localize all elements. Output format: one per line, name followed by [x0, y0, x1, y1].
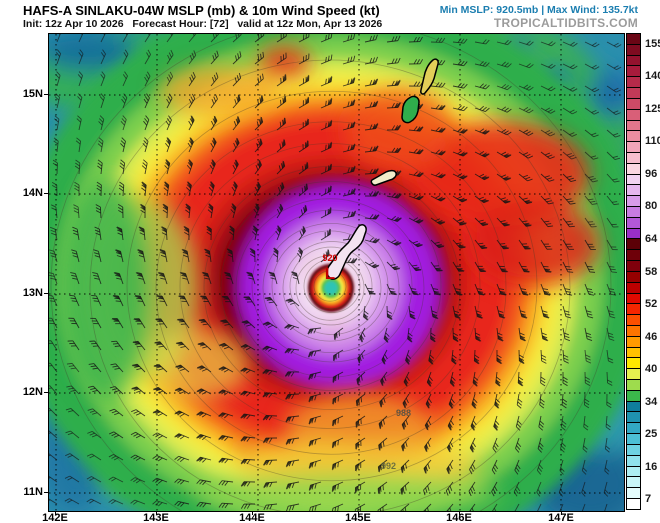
colorbar-cell	[627, 163, 640, 175]
colorbar-cell	[627, 174, 640, 186]
colorbar-tick-label: 7	[645, 493, 652, 506]
lon-tick-mark	[459, 511, 460, 515]
lon-tick-label: 146E	[446, 512, 472, 523]
colorbar-cell	[627, 466, 640, 478]
colorbar-cell	[627, 131, 640, 143]
colorbar-cell	[627, 196, 640, 207]
colorbar-cell	[627, 152, 640, 164]
isobar-label-988: 988	[396, 408, 411, 418]
colorbar-cell	[627, 325, 640, 337]
islands	[326, 58, 439, 280]
colorbar-cell	[627, 34, 640, 45]
colorbar-cell	[627, 109, 640, 121]
colorbar-tick-label: 16	[645, 460, 658, 473]
colorbar-cell	[627, 44, 640, 56]
lat-tick-label: 13N	[22, 287, 43, 299]
lat-tick-mark	[44, 392, 48, 393]
site-watermark: TROPICALTIDBITS.COM	[493, 16, 638, 30]
lat-tick-mark	[44, 492, 48, 493]
lat-tick-mark	[44, 293, 48, 294]
lon-tick-label: 144E	[239, 512, 265, 523]
colorbar-cell	[627, 228, 640, 240]
colorbar-cell	[627, 142, 640, 153]
page-title: HAFS-A SINLAKU-04W MSLP (mb) & 10m Wind …	[23, 3, 380, 18]
colorbar-tick-label: 125	[645, 102, 660, 115]
colorbar-tick-label: 52	[645, 298, 658, 311]
colorbar-cell	[627, 477, 640, 489]
colorbar-tick-label: 140	[645, 70, 660, 83]
colorbar-cell	[627, 250, 640, 262]
lon-tick-mark	[156, 511, 157, 515]
island-guam	[326, 224, 367, 280]
colorbar-tick-label: 64	[645, 232, 658, 245]
colorbar-cell	[627, 282, 640, 294]
colorbar-cell	[627, 315, 640, 326]
colorbar-cell	[627, 55, 640, 67]
colorbar-cell	[627, 304, 640, 316]
isobar-label-992: 992	[381, 461, 396, 471]
island-tinian	[401, 95, 420, 124]
colorbar-tick-label: 46	[645, 330, 658, 343]
lat-tick-mark	[44, 193, 48, 194]
lon-tick-mark	[561, 511, 562, 515]
colorbar-cell	[627, 498, 640, 509]
lon-tick-label: 147E	[548, 512, 574, 523]
lon-tick-mark	[252, 511, 253, 515]
forecast-map: 988 992 920 L	[48, 33, 625, 512]
colorbar-cell	[627, 207, 640, 218]
lat-tick-label: 12N	[22, 386, 43, 398]
colorbar-cell	[627, 336, 640, 348]
colorbar-cell	[627, 185, 640, 197]
lat-tick-label: 11N	[23, 486, 43, 498]
colorbar-cell	[627, 271, 640, 283]
colorbar-cell	[627, 347, 640, 359]
colorbar-cell	[627, 77, 640, 89]
colorbar-cell	[627, 261, 640, 272]
forecast-init-info: Init: 12z Apr 10 2026 Forecast Hour: [72…	[23, 18, 383, 30]
colorbar-cell	[627, 390, 640, 402]
colorbar-tick-label: 96	[645, 167, 658, 180]
colorbar-tick-label: 40	[645, 363, 658, 376]
colorbar-cell	[627, 217, 640, 229]
lon-tick-mark	[358, 511, 359, 515]
island-saipan	[420, 58, 439, 95]
lon-tick-label: 142E	[42, 512, 68, 523]
lat-tick-label: 14N	[22, 187, 43, 199]
colorbar-cell	[627, 434, 640, 445]
storm-intensity-stats: Min MSLP: 920.5mb | Max Wind: 135.7kt	[439, 4, 638, 16]
colorbar-cell	[627, 120, 640, 132]
colorbar-cell	[627, 239, 640, 251]
lon-tick-mark	[55, 511, 56, 515]
storm-center-symbol: L	[325, 264, 335, 283]
colorbar-tick-label: 80	[645, 200, 658, 213]
colorbar-cell	[627, 380, 640, 391]
colorbar-tick-label: 34	[645, 395, 658, 408]
lat-tick-mark	[44, 94, 48, 95]
colorbar-cell	[627, 369, 640, 380]
colorbar-cell	[627, 358, 640, 370]
colorbar-cell	[627, 488, 640, 499]
colorbar-tick-label: 25	[645, 428, 658, 441]
wind-barbs	[49, 34, 622, 511]
colorbar-cell	[627, 88, 640, 99]
colorbar-cell	[627, 412, 640, 424]
lon-tick-label: 143E	[143, 512, 169, 523]
colorbar-cell	[627, 66, 640, 78]
colorbar-tick-label: 155	[645, 37, 660, 50]
colorbar-cell	[627, 98, 640, 110]
storm-eye	[308, 263, 354, 313]
colorbar-cell	[627, 455, 640, 467]
colorbar-tick-label: 58	[645, 265, 658, 278]
colorbar-cell	[627, 401, 640, 413]
lat-tick-label: 15N	[22, 88, 43, 100]
island-rota	[370, 169, 397, 186]
colorbar-tick-label: 110	[645, 135, 660, 148]
colorbar-cell	[627, 293, 640, 305]
wind-speed-colorbar	[626, 33, 641, 510]
colorbar-cell	[627, 444, 640, 456]
lon-tick-label: 145E	[345, 512, 371, 523]
min-pressure-label: 920	[322, 253, 337, 263]
colorbar-cell	[627, 423, 640, 435]
